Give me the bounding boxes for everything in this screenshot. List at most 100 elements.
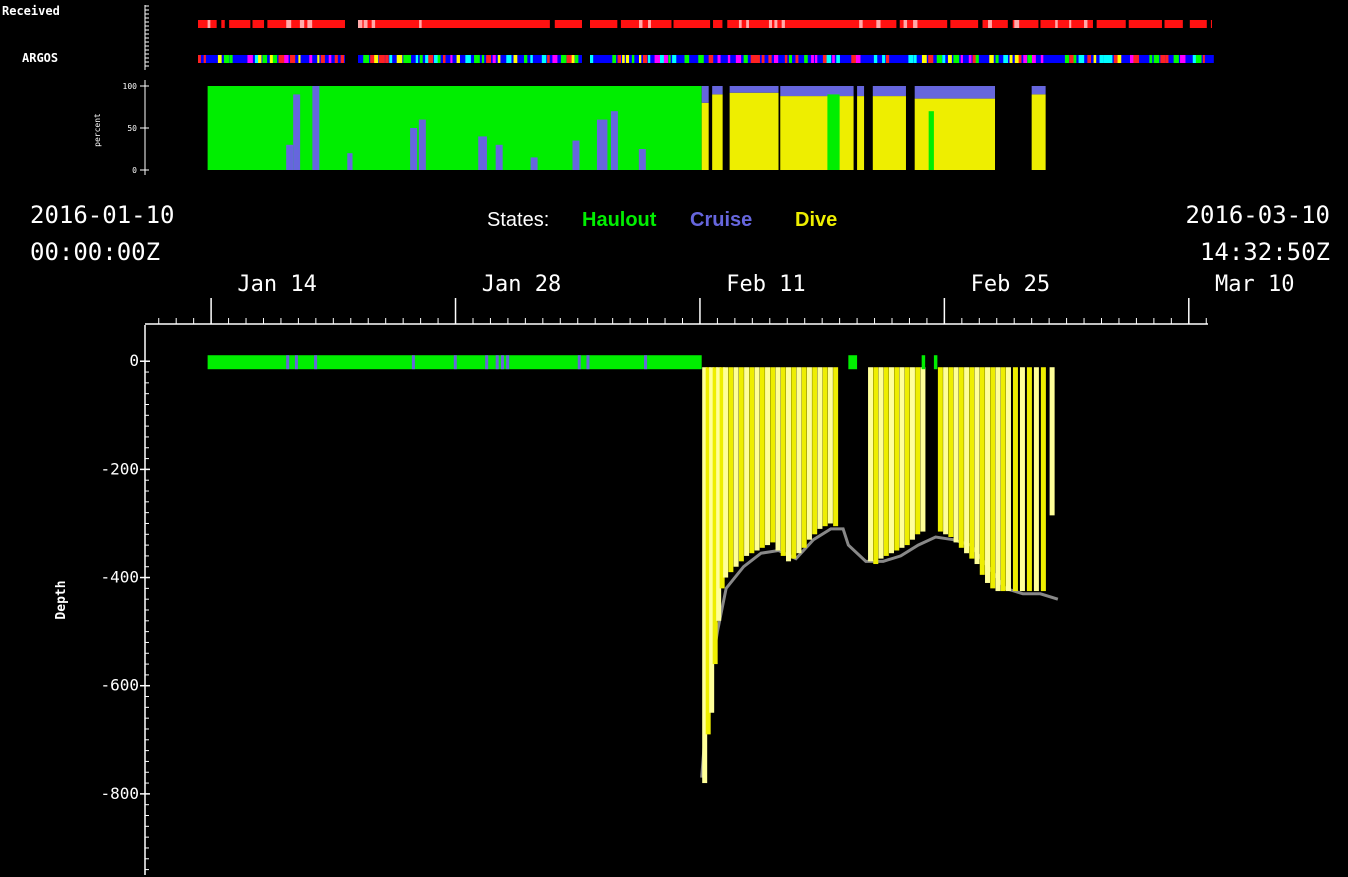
received-gap [358,20,363,28]
argos-segment [708,55,714,63]
legend-haulout: Haulout [582,209,657,231]
dive-bar [728,367,734,573]
dive-bar [1019,367,1025,592]
cruise-mark [500,355,504,370]
dive-fill [780,96,854,170]
dive-bar [765,367,771,546]
argos-segment [374,55,379,63]
argos-segment [617,55,622,63]
received-gap [768,20,773,28]
dive-bar [888,367,894,554]
argos-segment [379,55,385,63]
argos-segment [788,55,793,63]
cruise-spike [478,136,487,170]
cruise-mark [495,355,499,370]
received-gap [738,20,742,28]
argos-segment [1099,55,1104,63]
received-gap [988,20,992,28]
argos-segment [1040,55,1044,63]
dive-bar [744,367,750,556]
argos-segment [913,55,917,63]
argos-segment [960,55,963,63]
received-bar [590,20,1212,28]
dive-bar [775,367,781,551]
argos-segment [317,55,320,63]
argos-segment [832,55,835,63]
argos-segment [1023,55,1028,63]
dive-bar [953,367,959,543]
argos-segment [754,55,760,63]
cruise-mark [506,355,510,370]
haulout-block [921,355,926,370]
argos-segment [676,55,682,63]
dive-fill [712,94,723,170]
argos-segment [1003,55,1008,63]
received-gap [419,20,422,28]
received-gap [671,20,674,28]
argos-segment [403,55,409,63]
dive-bar [920,367,926,532]
received-gap [1161,20,1165,28]
argos-label: ARGOS [22,51,58,65]
dive-fill [914,98,996,170]
time-tick-label: Jan 14 [237,272,316,297]
received-gap [639,20,643,28]
argos-segment [968,55,972,63]
argos-segment [717,55,721,63]
dive-bar [833,367,839,527]
argos-segment [942,55,946,63]
argos-segment [921,55,927,63]
dive-bar [822,367,828,527]
received-gap [307,20,313,28]
received-gap [896,20,900,28]
received-gap [947,20,951,28]
received-gap [781,20,785,28]
dive-bar [1026,367,1032,592]
argos-segment [456,55,460,63]
end-time: 14:32:50Z [1200,238,1330,266]
dive-bar [969,367,975,559]
dive-bar [719,367,725,589]
dive-bar [817,367,823,529]
argos-segment [1141,55,1146,63]
argos-segment [690,55,697,63]
dive-bar [958,367,964,548]
dive-bar [1000,367,1006,592]
dive-bar [812,367,818,535]
cruise-spike [495,144,503,170]
depth-panel: 0 -200 -400 -600 -800 [100,325,1059,875]
cruise-mark [453,355,457,370]
dive-bar [904,367,910,546]
argos-segment [258,55,262,63]
argos-segment [631,55,635,63]
dive-bar [705,367,711,735]
argos-segment [278,55,285,63]
dive-bar [1012,367,1018,592]
argos-segment [442,55,446,63]
legend-cruise: Cruise [690,209,752,231]
argos-segment [552,55,558,63]
percent-axis-label: percent [93,113,102,147]
argos-segment [262,55,268,63]
received-gap [1055,20,1058,28]
cruise-spike [572,140,580,170]
dive-bar [979,367,985,575]
argos-segment [290,55,296,63]
argos-segment [363,55,370,63]
argos-segment [1107,55,1113,63]
argos-segment [732,55,735,63]
argos-segment [566,55,573,63]
dive-bar [878,367,884,559]
dive-bar [883,367,889,556]
haulout-spike [928,111,934,170]
argos-segment [804,55,808,63]
argos-segment [928,55,934,63]
argos-segment [654,55,661,63]
argos-segment [535,55,541,63]
haulout-block [848,355,858,370]
argos-segment [698,55,704,63]
dive-bar [770,367,776,543]
argos-segment [284,55,289,63]
dive-bar [738,367,744,562]
argos-segment [1133,55,1140,63]
